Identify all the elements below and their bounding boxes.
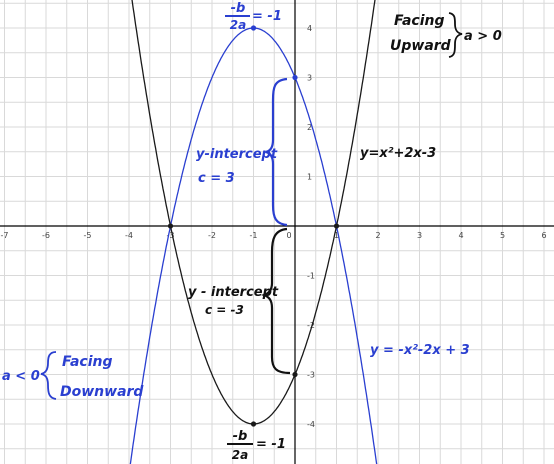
x-tick-label: -5 <box>84 231 92 240</box>
x-tick-label: -3 <box>167 231 175 240</box>
y-tick-label: 2 <box>307 123 312 132</box>
curves <box>129 0 378 464</box>
facing-downward-brace <box>40 351 57 400</box>
c-top-label: c = 3 <box>198 171 235 186</box>
x-tick-label: -6 <box>42 231 50 240</box>
x-tick-label: 4 <box>458 231 463 240</box>
facing-downward-line2: Downward <box>60 384 144 400</box>
x-tick-label: 6 <box>541 231 546 240</box>
key-point <box>333 223 340 229</box>
y-tick-label: 3 <box>307 74 312 83</box>
x-tick-label: -2 <box>208 231 216 240</box>
y-tick-label: 1 <box>307 173 312 182</box>
x-tick-label: -1 <box>250 231 258 240</box>
a-greater-than-zero: a > 0 <box>464 29 502 44</box>
facing-upward-brace <box>448 12 463 58</box>
x-tick-label: 5 <box>500 231 505 240</box>
key-point <box>250 421 257 427</box>
facing-upward-line2: Upward <box>390 38 452 54</box>
y-intercept-top-brace <box>265 77 288 227</box>
y-tick-label: -3 <box>307 371 315 380</box>
x-tick-label: 1 <box>334 231 339 240</box>
vertex-bottom-numerator: -b <box>233 429 248 444</box>
vertex-bottom-value: = -1 <box>256 437 286 452</box>
facing-upward-line1: Facing <box>394 13 445 29</box>
y-intercept-top-label: y-intercept <box>196 147 278 162</box>
x-tick-label: -4 <box>125 231 133 240</box>
tick-labels: -7 -6 -5 -4 -3 -2 -1 1 2 3 4 5 6 0 -4 -3 -2 -1 1 2 3 4 <box>1 24 547 429</box>
y-tick-label: -4 <box>307 420 315 429</box>
key-point <box>250 25 257 31</box>
facing-downward-line1: Facing <box>62 354 113 370</box>
c-bottom-label: c = -3 <box>205 303 244 317</box>
vertex-bottom-denominator: 2a <box>232 448 248 462</box>
x-tick-label: 3 <box>417 231 422 240</box>
y-tick-label: -2 <box>307 321 315 330</box>
y-tick-label: -1 <box>307 272 315 281</box>
y-intercept-bottom-label: y - intercept <box>188 285 279 300</box>
x-tick-label: -7 <box>1 231 9 240</box>
key-point <box>167 223 174 229</box>
key-point <box>292 74 298 81</box>
key-point <box>292 371 298 378</box>
equation-upward: y=x²+2x-3 <box>360 146 436 161</box>
x-tick-label: 2 <box>375 231 380 240</box>
vertex-top-denominator: 2a <box>230 18 246 32</box>
a-less-than-zero: a < 0 <box>2 369 40 384</box>
y-tick-label: 4 <box>307 24 312 33</box>
equation-downward: y = -x²-2x + 3 <box>370 343 470 358</box>
y-intercept-bottom-brace <box>261 227 291 375</box>
vertex-top-value: = -1 <box>252 9 282 24</box>
vertex-top-numerator: -b <box>231 1 246 16</box>
origin-tick-label: 0 <box>286 231 291 240</box>
